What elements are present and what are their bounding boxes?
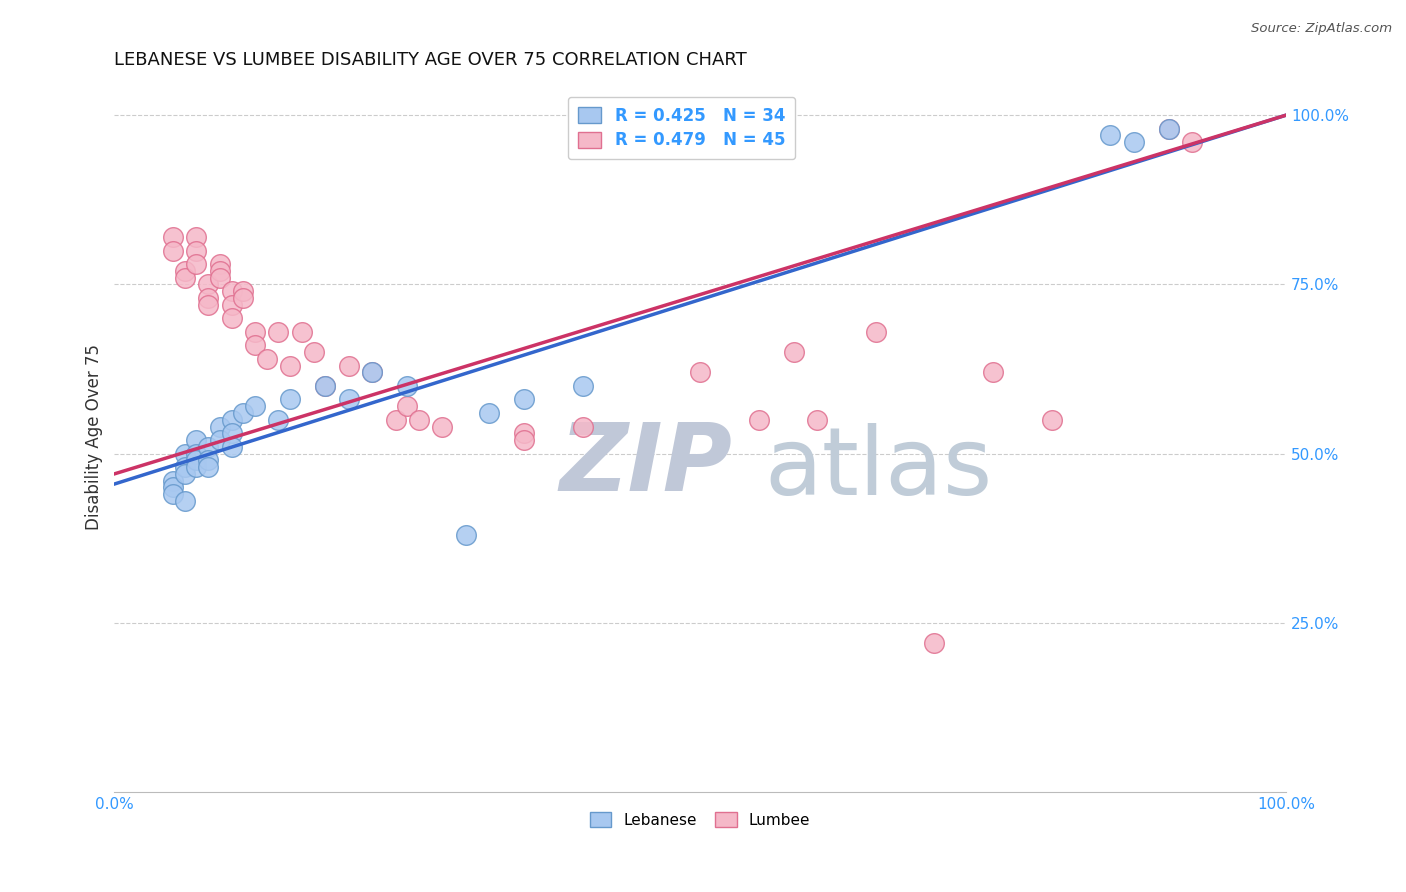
- Point: [337, 359, 360, 373]
- Point: [454, 528, 477, 542]
- Point: [186, 433, 208, 447]
- Point: [208, 270, 231, 285]
- Point: [197, 440, 219, 454]
- Point: [186, 257, 208, 271]
- Point: [267, 325, 290, 339]
- Point: [291, 325, 314, 339]
- Point: [924, 636, 946, 650]
- Point: [513, 426, 536, 441]
- Point: [432, 419, 454, 434]
- Point: [513, 433, 536, 447]
- Point: [197, 277, 219, 292]
- Point: [232, 284, 254, 298]
- Point: [162, 474, 184, 488]
- Point: [1122, 135, 1144, 149]
- Point: [173, 270, 195, 285]
- Point: [186, 446, 208, 460]
- Point: [197, 298, 219, 312]
- Point: [221, 413, 243, 427]
- Text: atlas: atlas: [765, 423, 993, 515]
- Point: [396, 399, 419, 413]
- Point: [1157, 121, 1180, 136]
- Point: [396, 379, 419, 393]
- Point: [1181, 135, 1204, 149]
- Point: [243, 399, 266, 413]
- Point: [186, 453, 208, 467]
- Point: [173, 494, 195, 508]
- Point: [513, 392, 536, 407]
- Point: [478, 406, 501, 420]
- Point: [162, 230, 184, 244]
- Point: [173, 460, 195, 475]
- Point: [1040, 413, 1063, 427]
- Point: [208, 419, 231, 434]
- Point: [783, 345, 806, 359]
- Point: [221, 440, 243, 454]
- Point: [243, 325, 266, 339]
- Point: [748, 413, 770, 427]
- Point: [361, 365, 384, 379]
- Point: [197, 453, 219, 467]
- Point: [173, 446, 195, 460]
- Point: [806, 413, 828, 427]
- Point: [232, 406, 254, 420]
- Point: [162, 244, 184, 258]
- Text: Source: ZipAtlas.com: Source: ZipAtlas.com: [1251, 22, 1392, 36]
- Point: [278, 392, 301, 407]
- Point: [186, 460, 208, 475]
- Point: [221, 426, 243, 441]
- Point: [186, 244, 208, 258]
- Point: [572, 379, 595, 393]
- Point: [186, 230, 208, 244]
- Point: [572, 419, 595, 434]
- Legend: Lebanese, Lumbee: Lebanese, Lumbee: [583, 806, 817, 834]
- Point: [197, 460, 219, 475]
- Point: [361, 365, 384, 379]
- Point: [162, 487, 184, 501]
- Point: [278, 359, 301, 373]
- Point: [689, 365, 711, 379]
- Point: [384, 413, 406, 427]
- Point: [256, 351, 278, 366]
- Point: [1099, 128, 1122, 143]
- Point: [314, 379, 336, 393]
- Point: [197, 291, 219, 305]
- Point: [865, 325, 887, 339]
- Point: [221, 298, 243, 312]
- Text: LEBANESE VS LUMBEE DISABILITY AGE OVER 75 CORRELATION CHART: LEBANESE VS LUMBEE DISABILITY AGE OVER 7…: [114, 51, 747, 69]
- Point: [173, 264, 195, 278]
- Point: [243, 338, 266, 352]
- Point: [232, 291, 254, 305]
- Point: [208, 433, 231, 447]
- Point: [173, 467, 195, 481]
- Point: [208, 264, 231, 278]
- Point: [1157, 121, 1180, 136]
- Point: [408, 413, 430, 427]
- Point: [267, 413, 290, 427]
- Point: [337, 392, 360, 407]
- Point: [221, 311, 243, 326]
- Point: [208, 257, 231, 271]
- Point: [981, 365, 1004, 379]
- Text: ZIP: ZIP: [560, 419, 733, 511]
- Y-axis label: Disability Age Over 75: Disability Age Over 75: [86, 343, 103, 530]
- Point: [302, 345, 325, 359]
- Point: [162, 480, 184, 494]
- Point: [314, 379, 336, 393]
- Point: [221, 284, 243, 298]
